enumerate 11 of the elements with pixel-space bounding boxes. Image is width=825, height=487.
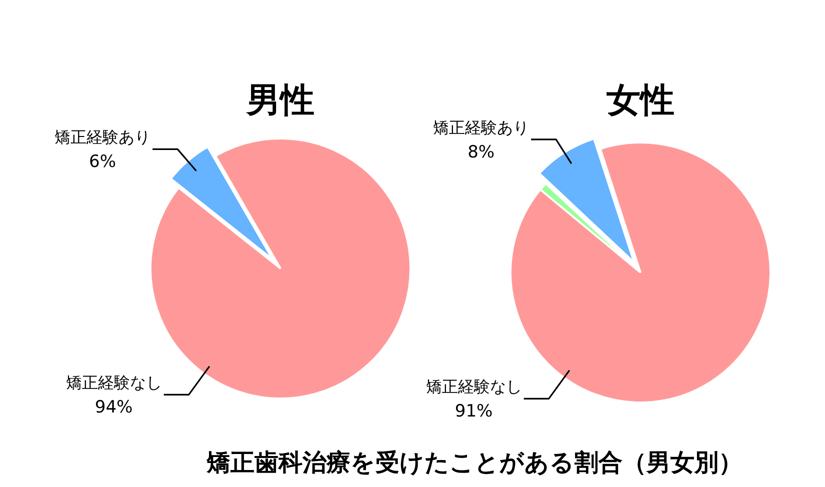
- data-label: 91%: [454, 402, 493, 422]
- slice-label: 矯正経験なし: [66, 373, 162, 392]
- data-label: 94%: [94, 398, 133, 418]
- slice-label: 矯正経験なし: [426, 377, 522, 396]
- chart-title: 女性: [606, 80, 674, 120]
- chart-title: 男性: [246, 80, 314, 120]
- text: 矯正歯科治療を受けたことがある割合（男女別）: [206, 448, 742, 476]
- data-label: 6%: [89, 152, 116, 172]
- slice-label: 矯正経験あり: [54, 128, 151, 147]
- data-label: 8%: [468, 142, 495, 162]
- slice-label: 矯正経験あり: [433, 118, 530, 137]
